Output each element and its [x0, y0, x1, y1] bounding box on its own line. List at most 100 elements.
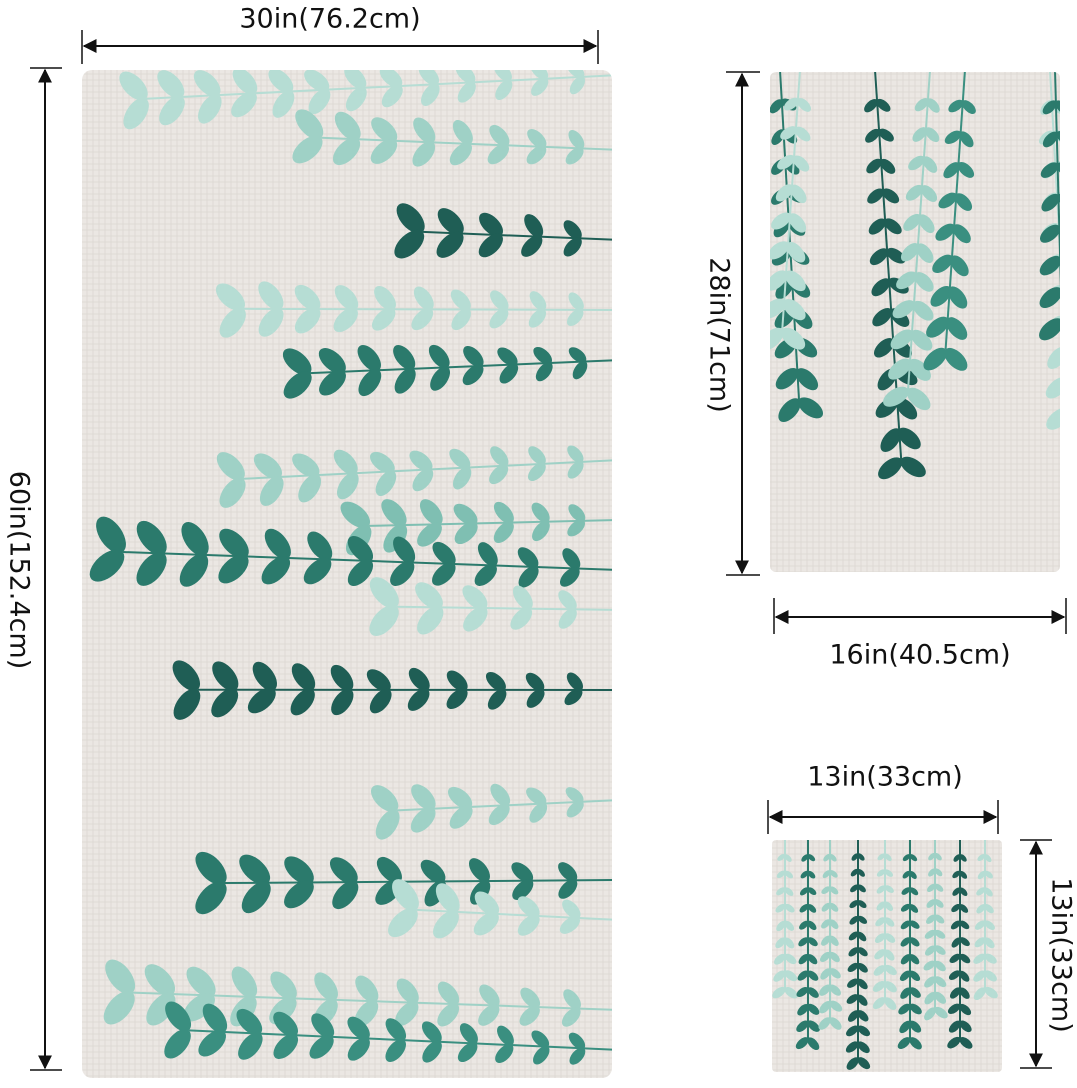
leaf [948, 286, 968, 309]
leaf [292, 453, 320, 478]
leaf [463, 606, 488, 632]
leaf [430, 366, 451, 391]
leaf [253, 453, 283, 479]
leaf [847, 1010, 859, 1022]
leaf [928, 853, 936, 861]
leaf [457, 81, 476, 103]
leaf [876, 901, 886, 911]
leaf [419, 499, 443, 526]
leaf [822, 870, 831, 879]
leaf [468, 858, 490, 882]
leaf [489, 464, 509, 485]
leaf [900, 456, 926, 478]
leaf [951, 937, 961, 948]
leaf [925, 945, 936, 956]
leaf [463, 345, 484, 367]
leaf [952, 887, 961, 896]
leaf [462, 585, 488, 610]
leaf [268, 70, 294, 93]
leaf [435, 883, 460, 913]
leaf [319, 369, 346, 396]
leaf [533, 346, 553, 365]
leaf [900, 937, 911, 947]
leaf [497, 347, 518, 366]
leaf [948, 970, 961, 980]
leaf [186, 966, 216, 998]
leaf [914, 272, 934, 292]
leaf [563, 237, 582, 257]
leaf [947, 1036, 961, 1049]
bath-towel [82, 70, 612, 1078]
leaf [568, 292, 584, 311]
leaf [902, 854, 911, 862]
leaf [784, 970, 798, 982]
leaf [857, 1057, 871, 1070]
leaf [926, 914, 936, 924]
leaf [934, 914, 945, 924]
leaf [796, 986, 809, 998]
leaf [1059, 312, 1077, 340]
leaf [450, 289, 471, 311]
leaf [303, 557, 332, 585]
leaf [311, 1013, 335, 1039]
leaf [774, 953, 786, 965]
leaf [778, 398, 801, 423]
leaf [212, 661, 239, 691]
leaf [829, 1000, 843, 1012]
leaf [773, 970, 786, 982]
leaf [799, 920, 809, 930]
leaf [807, 887, 817, 896]
leaf [807, 1003, 820, 1015]
leaf [884, 853, 892, 862]
leaf [908, 358, 931, 381]
leaf [797, 970, 809, 981]
leaf [334, 285, 359, 311]
leaf [531, 1030, 550, 1048]
leaf [974, 920, 986, 930]
leaf [900, 903, 911, 912]
leaf [783, 97, 799, 111]
leaf [909, 887, 919, 896]
leaf [219, 528, 249, 559]
leaf [857, 931, 867, 942]
leaf [535, 362, 553, 382]
leaf [202, 1003, 228, 1033]
leaf [568, 504, 586, 522]
leaf [872, 980, 886, 992]
leaf [369, 688, 392, 714]
leaf [528, 308, 547, 328]
leaf [783, 299, 806, 321]
leaf [775, 903, 786, 913]
leaf-pattern [770, 72, 1077, 480]
leaf [528, 446, 546, 465]
leaf [562, 548, 581, 570]
leaf [273, 1033, 299, 1060]
leaf [345, 86, 367, 112]
leaf [283, 371, 312, 399]
leaf [493, 501, 514, 524]
leaf [799, 904, 809, 913]
leaf [568, 130, 585, 150]
leaf [952, 870, 961, 879]
leaf [977, 854, 986, 861]
leaf [417, 522, 442, 547]
leaf [558, 862, 578, 882]
leaf [524, 214, 544, 238]
leaf [396, 203, 425, 234]
leaf [886, 247, 906, 264]
leaf [909, 870, 917, 880]
leaf [565, 787, 584, 804]
leaf [357, 344, 381, 372]
leaf [123, 97, 149, 130]
leaf [786, 242, 806, 263]
leaf [241, 881, 271, 914]
leaf [770, 270, 788, 291]
leaf [865, 128, 880, 143]
leaf [436, 231, 464, 258]
leaf [959, 953, 971, 964]
leaf [525, 672, 545, 692]
leaf [232, 70, 258, 95]
leaf [452, 119, 473, 145]
leaf [920, 185, 938, 202]
leaf [568, 1032, 586, 1050]
